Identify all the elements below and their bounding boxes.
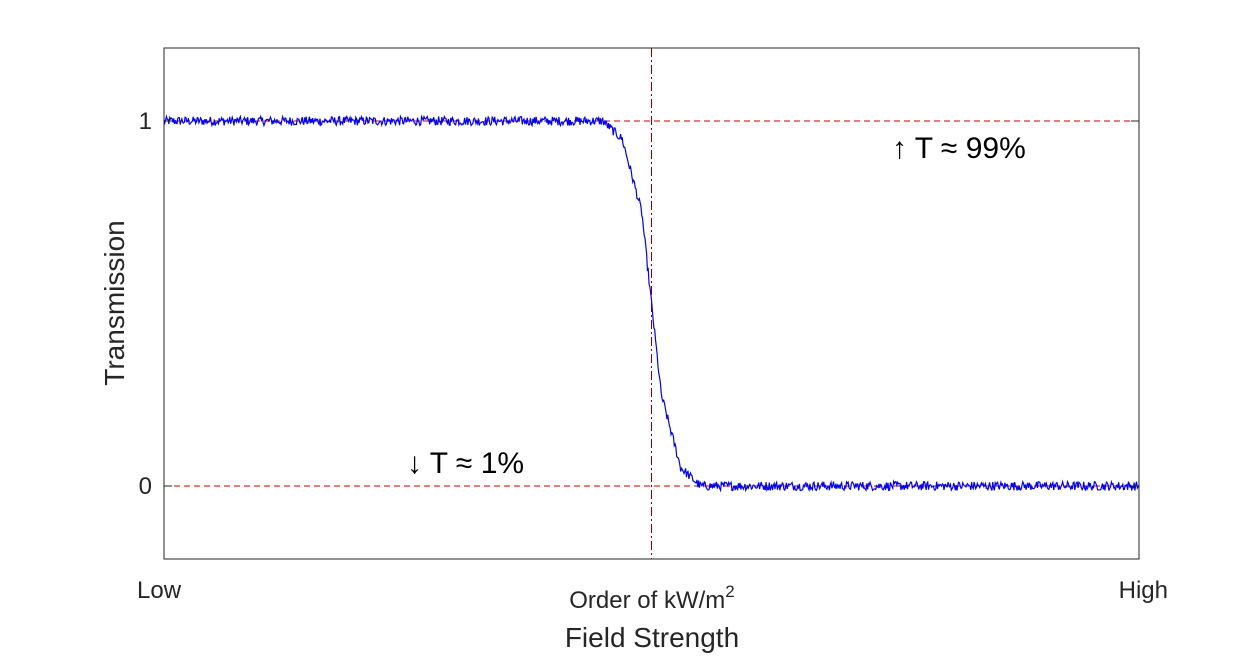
y-tick-label-0: 0 (139, 473, 152, 500)
annotation-high-transmission: ↑ T ≈ 99% (892, 132, 1026, 165)
x-axis-label: Field Strength (565, 622, 739, 653)
y-tick-label-1: 1 (139, 108, 152, 135)
annotation-low-transmission: ↓ T ≈ 1% (407, 447, 524, 480)
x-tick-label-center: Order of kW/m2 (569, 582, 734, 614)
x-tick-label-high: High (1119, 577, 1168, 604)
y-axis-label: Transmission (99, 220, 130, 385)
x-tick-label-center-superscript: 2 (725, 582, 734, 601)
x-tick-label-low: Low (137, 577, 182, 604)
transmission-series-line (163, 114, 1140, 493)
y-axis-ticks: 01 (139, 108, 1139, 500)
x-tick-label-center-text: Order of kW/m (569, 587, 725, 614)
